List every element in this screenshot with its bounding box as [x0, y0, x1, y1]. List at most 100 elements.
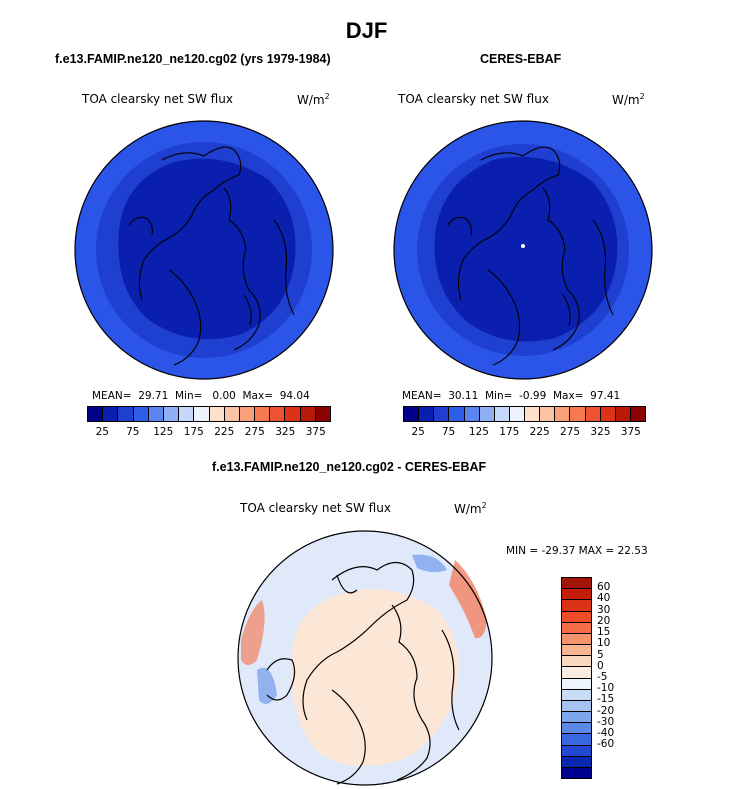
colorbar-tick-label: 225: [214, 426, 235, 438]
colorbar-tick-label: 275: [244, 426, 265, 438]
colorbar-box: [270, 407, 286, 421]
diff-colorbar-box: [562, 689, 591, 701]
diff-map-warm-region: [291, 589, 459, 766]
diff-polar-map: [237, 530, 493, 786]
diff-units-label: W/m2: [454, 501, 487, 516]
left-colorbar: [87, 406, 331, 422]
colorbar-tick-label: 325: [275, 426, 296, 438]
right-panel-title: CERES-EBAF: [480, 52, 562, 66]
diff-colorbar-box: [562, 678, 591, 690]
colorbar-box: [600, 407, 616, 421]
colorbar-tick-label: 175: [499, 426, 520, 438]
right-stats: MEAN= 30.11 Min= -0.99 Max= 97.41: [402, 390, 621, 402]
diff-map-red-west: [241, 600, 265, 665]
colorbar-box: [148, 407, 164, 421]
colorbar-box: [239, 407, 256, 421]
diff-map-blue-patch-2: [412, 554, 447, 573]
colorbar-box: [133, 407, 149, 421]
diff-colorbar-box: [562, 700, 591, 713]
colorbar-tick-label: 25: [411, 426, 425, 438]
diff-colorbar-tick-label: -30: [597, 715, 615, 728]
left-coastlines: [128, 146, 295, 366]
diff-colorbar-box: [562, 633, 591, 646]
diff-colorbar-box: [562, 734, 591, 746]
colorbar-box: [88, 407, 104, 421]
diff-colorbar-tick-label: 40: [597, 592, 611, 605]
diff-colorbar: [561, 577, 592, 779]
diff-colorbar-box: [562, 756, 591, 768]
diff-colorbar-tick-label: -15: [597, 693, 615, 706]
colorbar-box: [103, 407, 119, 421]
diff-colorbar-box: [562, 712, 591, 724]
left-units-label: W/m2: [297, 92, 330, 107]
diff-colorbar-tick-label: 30: [597, 603, 611, 616]
colorbar-box: [255, 407, 271, 421]
colorbar-box: [570, 407, 586, 421]
colorbar-box: [479, 407, 495, 421]
main-title: DJF: [345, 18, 388, 43]
right-coastlines: [447, 146, 614, 366]
colorbar-box: [494, 407, 510, 421]
colorbar-box: [194, 407, 210, 421]
colorbar-box: [434, 407, 450, 421]
diff-panel-title: f.e13.FAMIP.ne120_ne120.cg02 - CERES-EBA…: [212, 460, 487, 474]
colorbar-box: [404, 407, 420, 421]
diff-colorbar-box: [562, 600, 591, 612]
diff-colorbar-tick-label: 15: [597, 626, 611, 639]
diff-colorbar-box: [562, 723, 591, 735]
diff-colorbar-box: [562, 589, 591, 601]
colorbar-box: [224, 407, 240, 421]
diff-colorbar-tick-label: -20: [597, 704, 615, 717]
diff-colorbar-box: [562, 667, 591, 679]
diff-colorbar-tick-label: -40: [597, 727, 615, 740]
right-colorbar: [403, 406, 646, 422]
colorbar-box: [163, 407, 180, 421]
colorbar-box: [464, 407, 480, 421]
diff-colorbar-tick-label: 0: [597, 659, 604, 672]
diff-colorbar-box: [562, 767, 591, 779]
diff-minmax: MIN = -29.37 MAX = 22.53: [506, 545, 648, 557]
colorbar-box: [300, 407, 316, 421]
colorbar-tick-label: 375: [305, 426, 326, 438]
colorbar-box: [315, 407, 330, 421]
right-map-pole-point: [521, 244, 525, 248]
diff-colorbar-tick-label: -5: [597, 671, 608, 683]
left-map-inner-band: [118, 158, 296, 340]
diff-colorbar-box: [562, 645, 591, 657]
colorbar-tick-label: 75: [441, 426, 456, 438]
right-map-inner-band: [434, 156, 618, 342]
colorbar-tick-label: 125: [468, 426, 489, 438]
colorbar-tick-label: 125: [153, 426, 174, 438]
left-stats: MEAN= 29.71 Min= 0.00 Max= 94.04: [92, 390, 310, 402]
colorbar-box: [449, 407, 465, 421]
diff-map-blue-patch-1: [257, 667, 277, 704]
colorbar-tick-label: 375: [620, 426, 641, 438]
colorbar-box: [118, 407, 134, 421]
diff-colorbar-box: [562, 622, 591, 634]
left-polar-map: [74, 120, 334, 380]
colorbar-box: [585, 407, 601, 421]
colorbar-box: [179, 407, 195, 421]
colorbar-box: [285, 407, 301, 421]
diff-colorbar-box: [562, 611, 591, 623]
colorbar-box: [555, 407, 571, 421]
colorbar-box: [509, 407, 525, 421]
colorbar-tick-label: 175: [183, 426, 204, 438]
colorbar-box: [419, 407, 435, 421]
colorbar-box: [540, 407, 556, 421]
right-polar-map: [393, 120, 653, 380]
colorbar-box: [525, 407, 541, 421]
diff-colorbar-tick-label: 5: [597, 648, 604, 661]
left-panel-title: f.e13.FAMIP.ne120_ne120.cg02 (yrs 1979-1…: [55, 52, 331, 66]
right-units-label: W/m2: [612, 92, 645, 107]
right-variable-label: TOA clearsky net SW flux: [398, 92, 549, 106]
colorbar-box: [209, 407, 225, 421]
diff-colorbar-box: [562, 745, 591, 757]
colorbar-box: [630, 407, 645, 421]
diff-colorbar-box: [562, 656, 591, 668]
diff-colorbar-box: [562, 578, 591, 590]
colorbar-tick-label: 275: [560, 426, 581, 438]
colorbar-box: [615, 407, 631, 421]
diff-coastlines: [266, 561, 460, 785]
diff-variable-label: TOA clearsky net SW flux: [240, 501, 391, 515]
